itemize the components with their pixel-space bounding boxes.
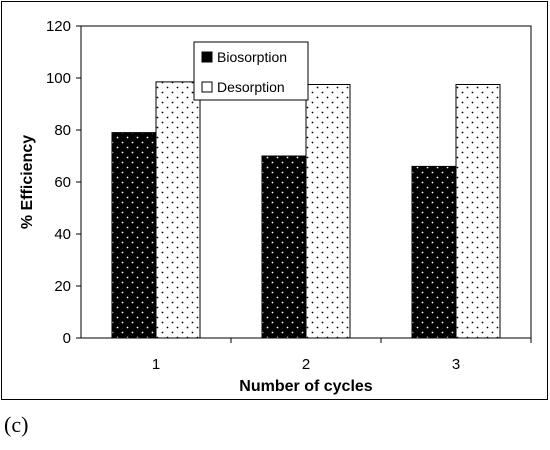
y-tick-label: 120 bbox=[46, 18, 71, 35]
x-axis: 1 2 3 bbox=[152, 338, 532, 373]
bar-biosorption-cycle-3 bbox=[411, 165, 457, 339]
legend-swatch-biosorption bbox=[201, 51, 213, 63]
x-axis-title: Number of cycles bbox=[239, 378, 372, 395]
bars-layer bbox=[111, 81, 501, 339]
y-tick-label: 60 bbox=[54, 174, 71, 191]
bar-biosorption-cycle-2 bbox=[261, 155, 307, 339]
bar-desorption-cycle-2 bbox=[305, 84, 351, 339]
legend-box bbox=[193, 41, 309, 101]
y-tick-label: 80 bbox=[54, 122, 71, 139]
y-tick-label: 40 bbox=[54, 226, 71, 243]
legend-swatch-desorption bbox=[201, 81, 213, 93]
legend: Biosorption Desorption bbox=[193, 41, 309, 101]
bar-desorption-cycle-1 bbox=[155, 81, 201, 339]
legend-label-biosorption: Biosorption bbox=[217, 49, 287, 65]
x-tick-label: 1 bbox=[152, 356, 160, 373]
legend-label-desorption: Desorption bbox=[217, 79, 285, 95]
y-axis-title: % Efficiency bbox=[19, 135, 36, 229]
y-tick-label: 20 bbox=[54, 278, 71, 295]
chart-border bbox=[1, 1, 548, 400]
y-tick-label: 100 bbox=[46, 70, 71, 87]
x-tick-label: 3 bbox=[452, 356, 460, 373]
x-tick-label: 2 bbox=[302, 356, 310, 373]
y-tick-label: 0 bbox=[63, 330, 71, 347]
y-axis: 0 20 40 60 80 100 120 bbox=[46, 18, 81, 347]
bar-biosorption-cycle-1 bbox=[111, 132, 157, 339]
panel-label: (c) bbox=[4, 412, 29, 437]
bar-desorption-cycle-3 bbox=[455, 84, 501, 339]
